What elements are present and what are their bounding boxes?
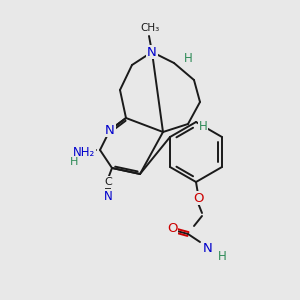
Text: NH₂: NH₂ <box>73 146 95 158</box>
Text: H: H <box>199 119 207 133</box>
Text: O: O <box>167 221 177 235</box>
Text: H: H <box>218 250 226 262</box>
Text: CH₃: CH₃ <box>140 23 160 33</box>
Text: N: N <box>203 242 213 254</box>
Text: H: H <box>70 157 78 167</box>
Text: N: N <box>105 124 115 136</box>
Text: C: C <box>104 177 112 187</box>
Text: H: H <box>184 52 192 65</box>
Text: O: O <box>193 191 203 205</box>
Text: N: N <box>147 46 157 59</box>
Text: N: N <box>103 190 112 202</box>
